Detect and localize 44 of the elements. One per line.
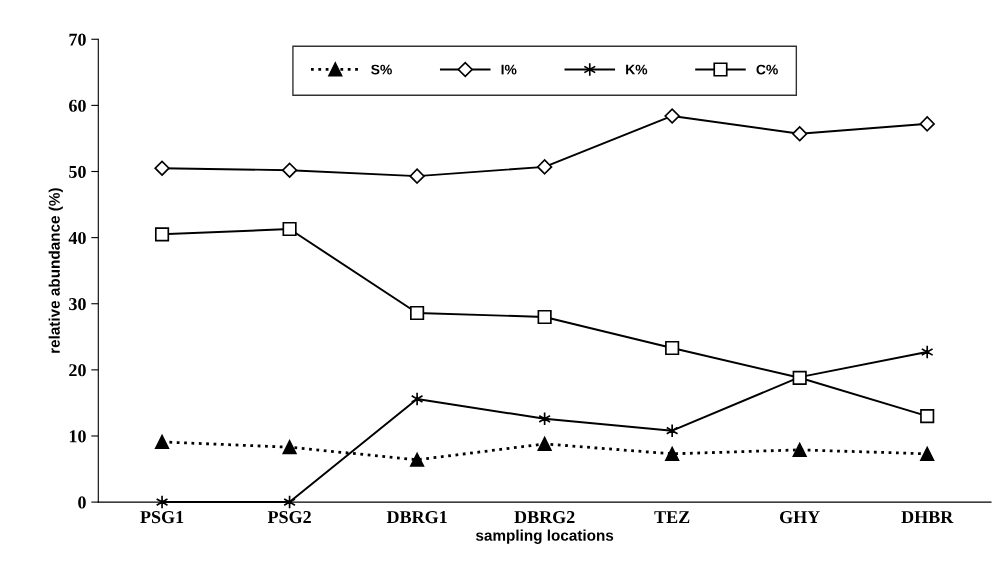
point <box>154 227 170 242</box>
y-axis-title: relative abundance (%) <box>48 188 63 353</box>
y-tick-label: 30 <box>69 298 86 311</box>
y-tick-label: 0 <box>78 496 86 509</box>
point <box>664 108 680 124</box>
point <box>154 160 170 176</box>
x-tick-label: DBRG1 <box>386 511 447 524</box>
point <box>920 446 935 461</box>
y-tick-label: 60 <box>69 99 86 112</box>
x-tick-label: DBRG2 <box>514 511 575 524</box>
point <box>537 436 552 451</box>
point <box>665 446 680 461</box>
x-axis-title: sampling locations <box>475 529 614 544</box>
x-tick-label: PSG2 <box>267 511 311 524</box>
x-tick-label: PSG1 <box>140 511 184 524</box>
point <box>791 126 808 142</box>
y-tick-label: 50 <box>69 165 86 178</box>
x-tick-label: TEZ <box>654 511 690 523</box>
y-tick-label: 20 <box>69 364 86 377</box>
point <box>281 162 298 178</box>
point <box>409 168 425 184</box>
y-tick-label: 70 <box>69 33 86 46</box>
point <box>920 344 934 360</box>
point <box>792 442 807 457</box>
y-tick-label: 40 <box>68 231 86 245</box>
y-tick-label: 10 <box>69 430 86 443</box>
point <box>410 391 424 407</box>
point <box>282 440 297 455</box>
x-tick-label: GHY <box>780 511 820 524</box>
point <box>537 309 552 325</box>
legend-label: K% <box>626 64 648 75</box>
point <box>154 434 170 450</box>
point <box>665 423 679 438</box>
legend-label: C% <box>756 64 778 75</box>
x-tick-label: DHBR <box>901 511 954 524</box>
point <box>665 340 680 356</box>
point <box>282 221 297 237</box>
point <box>410 452 425 467</box>
point <box>920 409 935 424</box>
legend-label: S% <box>371 64 392 75</box>
point <box>410 305 425 321</box>
point <box>919 116 935 132</box>
legend-label: I% <box>501 64 517 75</box>
point <box>536 159 553 175</box>
